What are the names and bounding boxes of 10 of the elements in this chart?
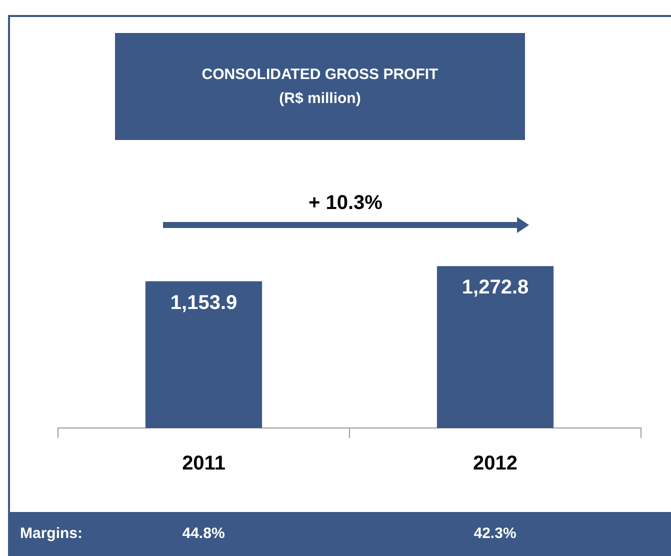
text: Margins: [20, 525, 83, 542]
chart-title: CONSOLIDATED GROSS PROFIT [200, 65, 440, 85]
text: 44.8% [182, 525, 225, 542]
x-tick-label: 2012 [473, 452, 518, 475]
chart-subtitle: (R$ million) [278, 89, 362, 109]
data-label: 1,272.8 [462, 276, 529, 299]
text: 42.3% [474, 525, 516, 542]
data-label: 1,153.9 [170, 292, 238, 314]
text: + 10.3% [308, 192, 384, 215]
x-tick-label: 2011 [182, 452, 226, 475]
